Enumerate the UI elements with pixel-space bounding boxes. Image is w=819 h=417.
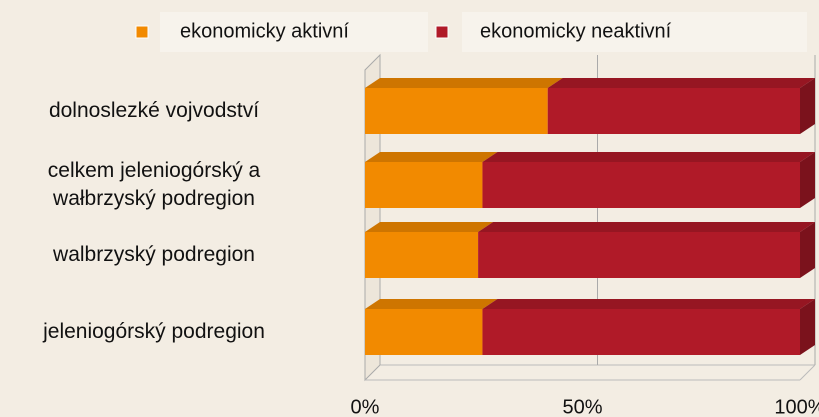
x-tick-label: 100% [774, 396, 819, 417]
bar [482, 309, 800, 355]
bar [365, 162, 483, 208]
y-tick-label: dolnoslezké vojvodství [48, 99, 260, 122]
bar [365, 88, 548, 134]
bar-end [800, 78, 815, 134]
legend-bg [160, 12, 428, 52]
y-tick-label: celkem jeleniogórský a wałbrzyský podreg… [47, 159, 261, 210]
legend-swatch [135, 25, 149, 39]
x-tick-label: 50% [562, 396, 602, 417]
bar-end [800, 152, 815, 208]
bar [365, 232, 479, 278]
bar [365, 309, 483, 355]
legend-label: ekonomicky aktivní [180, 20, 349, 42]
bar [482, 162, 800, 208]
bar-top [478, 222, 815, 232]
floor-edge [799, 364, 816, 381]
legend-bg [462, 12, 807, 52]
bar-top [365, 222, 494, 232]
legend-label: ekonomicky neaktivní [480, 20, 672, 42]
y-tick-label: walbrzyský podregion [53, 243, 255, 266]
bar-top [547, 78, 815, 88]
legend-swatch [435, 25, 449, 39]
y-tick-label: jeleniogórský podregion [43, 320, 265, 343]
bar-top [365, 299, 498, 309]
bar-end [800, 222, 815, 278]
bar [547, 88, 800, 134]
bar-top [365, 152, 498, 162]
bar-end [800, 299, 815, 355]
bar-top [482, 152, 815, 162]
x-tick-label: 0% [351, 396, 380, 417]
bar [478, 232, 800, 278]
bar-top [482, 299, 815, 309]
bar-top [365, 78, 563, 88]
